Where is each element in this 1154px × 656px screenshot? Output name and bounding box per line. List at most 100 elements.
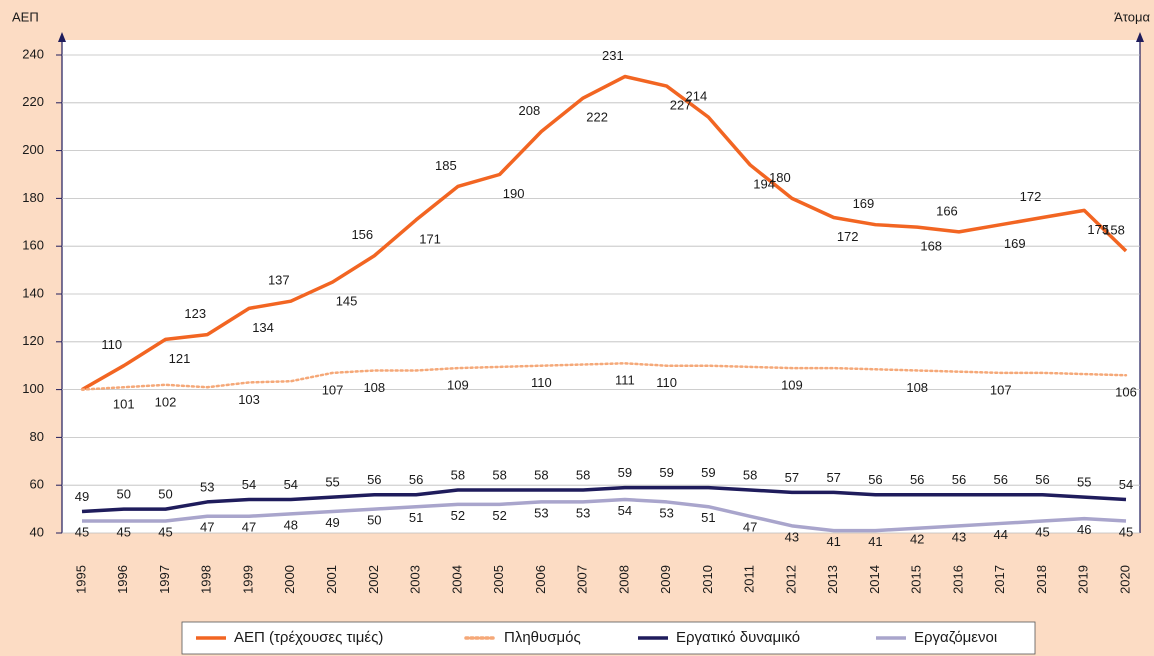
data-label: 47 [743, 520, 757, 535]
data-label: 58 [576, 467, 590, 482]
data-label: 145 [336, 293, 358, 308]
y-tick-label: 80 [30, 429, 44, 444]
data-label: 56 [367, 472, 381, 487]
data-label: 168 [920, 239, 942, 254]
legend-label: Εργατικό δυναμικό [676, 629, 800, 646]
y2-axis-label: Άτομα [1114, 9, 1150, 24]
data-label: 103 [238, 392, 260, 407]
data-label: 58 [451, 467, 465, 482]
x-tick-label: 2019 [1076, 565, 1091, 594]
x-tick-label: 1998 [199, 565, 214, 594]
y-tick-label: 180 [22, 190, 44, 205]
y-tick-label: 100 [22, 381, 44, 396]
data-label: 59 [659, 465, 673, 480]
data-label: 51 [701, 510, 715, 525]
series-line [80, 362, 1128, 391]
data-label: 57 [785, 470, 799, 485]
data-label: 169 [1004, 236, 1026, 251]
data-label: 55 [325, 475, 339, 490]
data-label: 41 [826, 534, 840, 549]
x-tick-label: 2015 [909, 565, 924, 594]
series-line [82, 497, 1127, 533]
data-label: 208 [519, 103, 541, 118]
data-label: 43 [785, 529, 799, 544]
data-label: 57 [826, 470, 840, 485]
data-label: 45 [1035, 524, 1049, 539]
data-label: 56 [868, 472, 882, 487]
y-axis-label: ΑΕΠ [12, 9, 39, 24]
series-line [81, 74, 1128, 392]
data-label: 54 [618, 503, 632, 518]
x-tick-label: 2016 [950, 565, 965, 594]
data-label: 166 [936, 203, 958, 218]
y-tick-label: 220 [22, 94, 44, 109]
data-label: 48 [284, 517, 298, 532]
data-label: 110 [101, 337, 122, 352]
data-label: 42 [910, 532, 924, 547]
data-label: 106 [1115, 385, 1137, 400]
y-tick-label: 240 [22, 46, 44, 61]
x-tick-label: 2001 [324, 565, 339, 594]
x-tick-label: 2010 [700, 565, 715, 594]
data-label: 227 [670, 98, 692, 113]
data-label: 137 [268, 273, 290, 288]
x-tick-label: 2003 [408, 565, 423, 594]
data-label: 54 [284, 477, 298, 492]
x-tick-label: 2002 [366, 565, 381, 594]
data-label: 54 [242, 477, 256, 492]
data-label: 43 [952, 529, 966, 544]
x-tick-label: 2020 [1117, 565, 1132, 594]
data-label: 107 [990, 382, 1012, 397]
data-label: 49 [75, 489, 89, 504]
x-tick-label: 2004 [449, 565, 464, 594]
data-label: 109 [781, 378, 803, 393]
y-tick-label: 120 [22, 333, 44, 348]
y-axis-arrow [58, 32, 66, 42]
data-label: 50 [158, 487, 172, 502]
data-label: 101 [113, 397, 135, 412]
data-label: 175 [1087, 222, 1109, 237]
data-label: 156 [351, 227, 373, 242]
data-label: 45 [117, 524, 131, 539]
legend-label: Πληθυσμός [504, 629, 581, 646]
x-tick-label: 2014 [867, 565, 882, 594]
data-label: 121 [169, 351, 191, 366]
y-tick-label: 140 [22, 285, 44, 300]
data-label: 53 [576, 505, 590, 520]
x-tick-label: 2013 [825, 565, 840, 594]
data-label: 107 [322, 382, 344, 397]
x-tick-label: 2012 [783, 565, 798, 594]
x-tick-label: 1997 [157, 565, 172, 594]
data-label: 194 [753, 176, 775, 191]
legend-label: Εργαζόμενοι [914, 629, 997, 646]
x-tick-label: 2011 [742, 565, 757, 593]
x-tick-label: 1999 [240, 565, 255, 594]
data-label: 123 [184, 306, 206, 321]
data-label: 47 [242, 520, 256, 535]
data-label: 171 [419, 231, 441, 246]
data-label: 53 [659, 505, 673, 520]
data-label: 59 [618, 465, 632, 480]
data-label: 172 [1020, 189, 1042, 204]
data-label: 172 [837, 229, 859, 244]
y-tick-label: 60 [30, 477, 44, 492]
data-label: 52 [492, 508, 506, 523]
data-label: 47 [200, 520, 214, 535]
data-label: 46 [1077, 522, 1091, 537]
data-label: 45 [1119, 524, 1133, 539]
data-label: 158 [1103, 222, 1125, 237]
data-label: 52 [451, 508, 465, 523]
data-label: 53 [200, 479, 214, 494]
data-label: 54 [1119, 477, 1133, 492]
data-label: 50 [367, 513, 381, 528]
data-label: 51 [409, 510, 423, 525]
data-label: 45 [75, 524, 89, 539]
data-label: 190 [503, 186, 525, 201]
x-tick-label: 2018 [1034, 565, 1049, 594]
x-tick-label: 2005 [491, 565, 506, 594]
data-label: 214 [686, 89, 708, 104]
data-label: 110 [656, 375, 677, 390]
data-label: 111 [615, 373, 635, 388]
data-label: 44 [993, 527, 1007, 542]
